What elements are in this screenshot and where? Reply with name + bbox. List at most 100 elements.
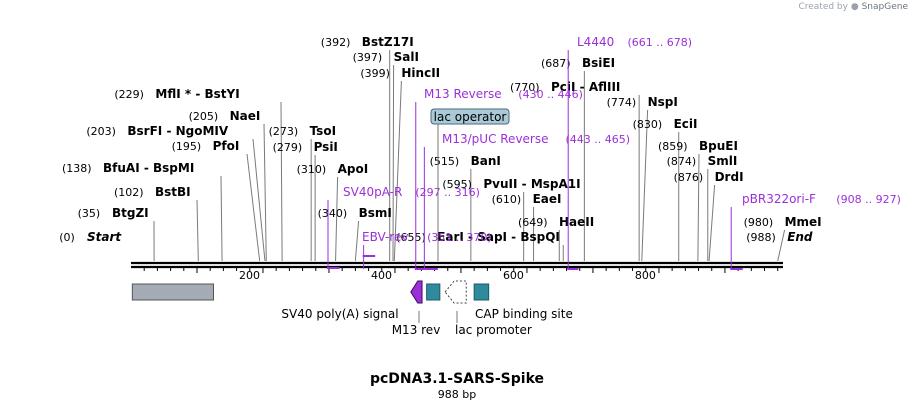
site-position-label: (399) xyxy=(360,67,390,80)
feature-label-text: CAP binding site xyxy=(475,307,573,321)
primer-l4440[interactable]: L4440 (661 .. 678) xyxy=(567,35,692,270)
site-name-label: EciI xyxy=(674,117,698,131)
primer-m13-puc-reverse[interactable]: M13/pUC Reverse (443 .. 465) xyxy=(423,132,630,270)
feature-shape xyxy=(473,283,490,301)
site-sali[interactable]: (397) SalI xyxy=(353,50,419,64)
lac-operator[interactable]: lac operator xyxy=(430,108,510,261)
site-position-label: (980) xyxy=(744,216,774,229)
site-name-label: SmlI xyxy=(708,154,738,168)
site-mfli-bstyi[interactable]: (229) MflI * - BstYI xyxy=(114,87,239,101)
site-name-label: SalI xyxy=(394,50,419,64)
site-psii[interactable]: (279) PsiI xyxy=(273,140,338,154)
site-connector xyxy=(252,138,266,262)
site-position-label: (830) xyxy=(633,118,663,131)
site-position-label: (195) xyxy=(172,140,202,153)
site-smli[interactable]: (874) SmlI xyxy=(667,154,738,168)
site-position-label: (273) xyxy=(269,125,299,138)
feature-sv40-poly-a-signal[interactable] xyxy=(131,283,214,301)
primer-name-label: SV40pA-R xyxy=(343,185,402,199)
snapgene-branding: Created by ● SnapGene xyxy=(798,2,908,12)
primer-name-label: M13/pUC Reverse xyxy=(442,132,549,146)
site-connector xyxy=(697,153,700,262)
site-eaei[interactable]: (610) EaeI xyxy=(492,192,562,206)
feature-shape xyxy=(410,280,423,304)
primer-m13-reverse[interactable]: M13 Reverse (430 .. 446) xyxy=(414,87,583,270)
primer-pbr322ori-f[interactable]: pBR322ori-F (908 .. 927) xyxy=(730,192,901,270)
site-drdi[interactable]: (876) DrdI xyxy=(674,170,744,184)
feature-lac-promoter[interactable] xyxy=(444,280,467,304)
site-position-label: (610) xyxy=(492,193,522,206)
site-tsoi[interactable]: (273) TsoI xyxy=(269,124,336,138)
site-name-label: MflI * - BstYI xyxy=(155,87,239,101)
site-hincii[interactable]: (399) HincII xyxy=(360,66,440,80)
primer-ebv-rev[interactable]: EBV-rev (351 .. 370) xyxy=(362,230,492,269)
site-name-label: BanI xyxy=(471,154,501,168)
site-name-label: TsoI xyxy=(310,124,336,138)
site-connector xyxy=(393,80,402,262)
site-connector xyxy=(708,184,716,262)
site-nspi[interactable]: (774) NspI xyxy=(607,95,678,109)
feature-label-text: M13 rev xyxy=(392,323,441,337)
site-position-label: (138) xyxy=(62,162,92,175)
site-start[interactable]: (0) Start xyxy=(59,230,122,244)
site-haeii[interactable]: (649) HaeII xyxy=(518,215,594,229)
site-position-label: (205) xyxy=(189,110,219,123)
site-name-label: PvuII - MspA1I xyxy=(483,177,580,191)
site-position-label: (279) xyxy=(273,141,303,154)
site-name-label: Start xyxy=(87,230,122,244)
site-connector xyxy=(392,64,395,262)
restriction-site-labels: (0) Start (35) BtgZI (102) BstBI (138) BfuAI - … xyxy=(59,35,821,244)
map-length: 988 bp xyxy=(437,388,477,401)
site-bpuei[interactable]: (859) BpuEI xyxy=(658,139,738,153)
primer-name-label: L4440 xyxy=(577,35,614,49)
site-connector xyxy=(280,101,283,262)
site-bsiei[interactable]: (687) BsiEI xyxy=(541,56,615,70)
site-connector xyxy=(335,176,339,262)
site-position-label: (35) xyxy=(78,207,101,220)
primer-sv40pa-r[interactable]: SV40pA-R (297 .. 316) xyxy=(326,185,480,269)
site-pfoi[interactable]: (195) PfoI xyxy=(172,139,240,153)
site-eari-sapi-bspqi[interactable]: (655) EarI - SapI - BspQI xyxy=(396,230,560,244)
site-bstbi[interactable]: (102) BstBI xyxy=(114,185,191,199)
site-pvuii-mspa1i[interactable]: (595) PvuII - MspA1I xyxy=(442,177,580,191)
site-position-label: (687) xyxy=(541,57,571,70)
site-position-label: (649) xyxy=(518,216,548,229)
site-bsmi[interactable]: (340) BsmI xyxy=(318,206,392,220)
feature-label-text: SV40 poly(A) signal xyxy=(281,307,398,321)
site-apoi[interactable]: (310) ApoI xyxy=(297,162,369,176)
site-ecii[interactable]: (830) EciI xyxy=(633,117,698,131)
site-naei[interactable]: (205) NaeI xyxy=(189,109,261,123)
feature-m13-rev[interactable] xyxy=(410,280,423,304)
dna-backbone xyxy=(131,261,783,269)
site-name-label: ApoI xyxy=(338,162,369,176)
site-position-label: (340) xyxy=(318,207,348,220)
primer-range-label: (908 .. 927) xyxy=(836,193,901,206)
primer-annotations: SV40pA-R (297 .. 316)EBV-rev (351 .. 370)M… xyxy=(326,35,901,270)
site-position-label: (515) xyxy=(430,155,460,168)
feature-label-m13rev: M13 rev xyxy=(392,311,441,337)
site-position-label: (229) xyxy=(114,88,144,101)
site-end[interactable]: (988) End xyxy=(746,230,813,244)
site-name-label: NspI xyxy=(648,95,678,109)
site-name-label: BsrFI - NgoMIV xyxy=(127,124,228,138)
site-name-label: BfuAI - BspMI xyxy=(103,161,194,175)
site-name-label: NaeI xyxy=(230,109,261,123)
site-mmei[interactable]: (980) MmeI xyxy=(744,215,822,229)
site-bani[interactable]: (515) BanI xyxy=(430,154,501,168)
feature-cap-binding-site[interactable] xyxy=(426,283,441,301)
site-btgzi[interactable]: (35) BtgZI xyxy=(78,206,149,220)
feature-label-lac_promoter: lac promoter xyxy=(455,311,532,337)
brand-prefix: Created by xyxy=(798,2,848,12)
primer-name-label: pBR322ori-F xyxy=(742,192,816,206)
feature-cap-binding-site-2[interactable] xyxy=(473,283,490,301)
site-bstz17i[interactable]: (392) BstZ17I xyxy=(321,35,414,49)
primer-range-label: (430 .. 446) xyxy=(518,88,583,101)
site-bsrfi-ngomiv[interactable]: (203) BsrFI - NgoMIV xyxy=(86,124,228,138)
site-name-label: BsmI xyxy=(359,206,392,220)
site-bfuai-bspmi[interactable]: (138) BfuAI - BspMI xyxy=(62,161,194,175)
site-position-label: (102) xyxy=(114,186,144,199)
feature-shape xyxy=(444,280,467,304)
site-position-label: (392) xyxy=(321,36,351,49)
site-position-label: (595) xyxy=(442,178,472,191)
